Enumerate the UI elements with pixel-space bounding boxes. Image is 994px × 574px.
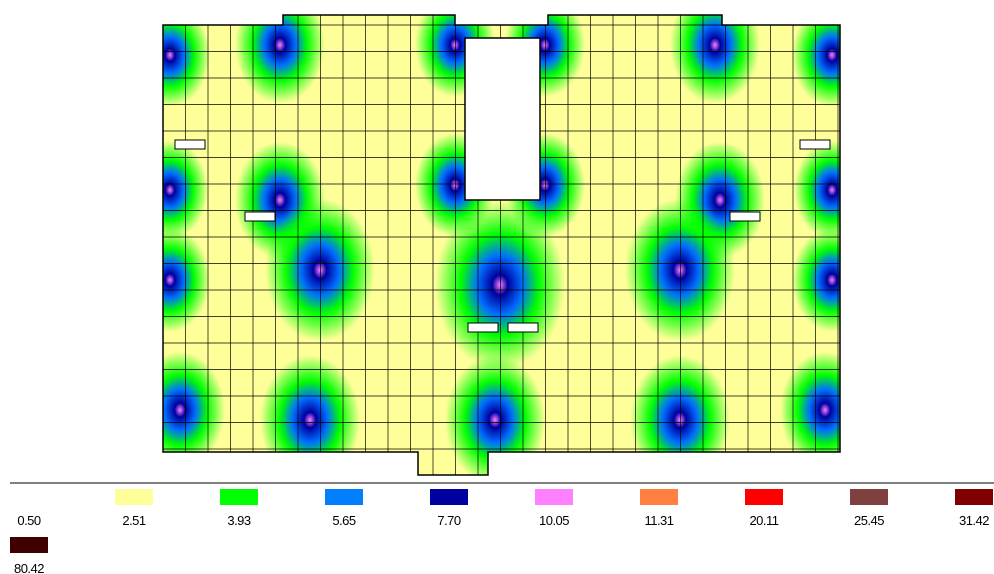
legend-label: 11.31 [644,513,673,528]
legend-swatch [745,489,783,505]
legend-label: 3.93 [227,513,251,528]
legend-swatch [325,489,363,505]
stress-peak [445,355,545,485]
stress-peak [135,352,225,469]
legend-swatch [850,489,888,505]
opening [175,140,205,149]
stress-peak [630,355,730,485]
page: 0.50 2.51 3.93 5.65 7.70 10.05 11.31 20.11 25.45… [0,0,994,574]
legend-swatch [430,489,468,505]
legend-label: 7.70 [437,513,461,528]
opening [730,212,760,221]
legend-swatch [10,537,48,553]
opening [508,323,538,332]
legend-swatch [955,489,993,505]
stress-peak [132,141,208,240]
legend-label: 20.11 [749,513,778,528]
legend-swatch [640,489,678,505]
legend-label: 31.42 [959,513,989,528]
legend-label: 2.51 [122,513,146,528]
legend-label: 5.65 [332,513,356,528]
stress-peak [625,199,735,342]
legend-label: 0.50 [17,513,41,528]
legend-swatch [220,489,258,505]
stress-peak [260,355,360,485]
opening [245,212,275,221]
legend-label: 25.45 [854,513,884,528]
stress-peak [130,3,210,107]
stress-peak [792,3,872,107]
opening [800,140,830,149]
contour-plot [130,0,872,485]
opening [468,323,498,332]
stress-peak [265,199,375,342]
legend: 0.50 2.51 3.93 5.65 7.70 10.05 11.31 20.11 25.45… [10,489,993,574]
legend-label: 80.42 [14,561,44,574]
legend-swatch [115,489,153,505]
stress-peak [794,141,870,240]
legend-label: 10.05 [539,513,569,528]
stress-peak [780,352,870,469]
legend-swatch [535,489,573,505]
